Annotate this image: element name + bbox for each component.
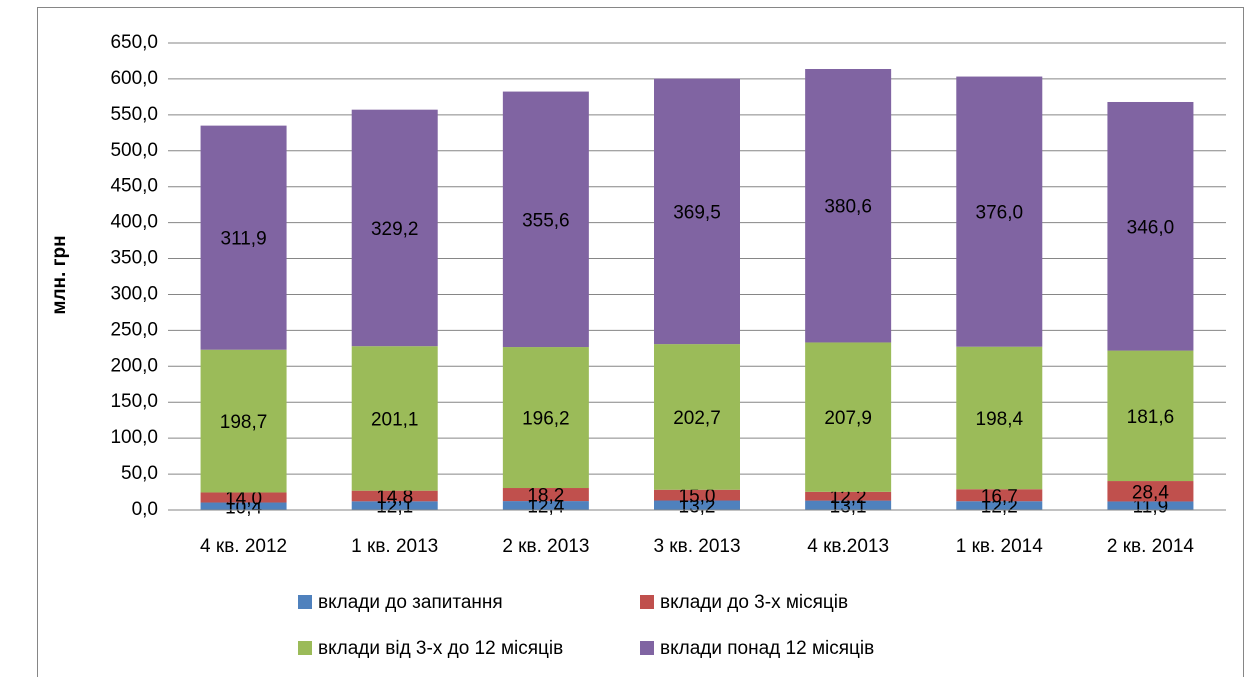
bar-segment (351, 501, 438, 510)
bar-segment (654, 500, 740, 510)
bar-segment (502, 347, 589, 489)
data-label: 355,6 (522, 210, 570, 231)
y-tick-label: 0,0 (132, 499, 158, 520)
legend-label: вклади до запитання (318, 592, 503, 613)
data-label: 198,4 (976, 409, 1024, 430)
data-label: 346,0 (1127, 217, 1175, 238)
bar-segment (956, 76, 1043, 347)
data-label: 13,2 (679, 496, 716, 517)
data-label: 376,0 (976, 203, 1024, 224)
data-label: 380,6 (824, 197, 872, 218)
y-tick-label: 250,0 (110, 319, 158, 340)
data-label: 10,4 (225, 497, 262, 518)
bar-segment (351, 109, 438, 347)
data-label: 18,2 (527, 486, 564, 507)
bar-segment (1107, 350, 1194, 482)
legend-swatch (298, 595, 312, 609)
x-tick-label: 3 кв. 2013 (653, 536, 740, 557)
bar-segment (805, 500, 892, 510)
data-label: 15,0 (679, 486, 716, 507)
bar-segment (200, 492, 287, 503)
bar-segment (654, 344, 740, 490)
data-label: 16,7 (981, 486, 1018, 507)
data-label: 11,9 (1133, 497, 1169, 518)
bar-segment (956, 501, 1043, 510)
bar-segment (502, 501, 589, 510)
x-tick-label: 1 кв. 2013 (351, 536, 438, 557)
legend-label: вклади від 3-х до 12 місяців (318, 638, 563, 659)
data-label: 202,7 (673, 408, 721, 429)
data-label: 12,1 (376, 497, 413, 518)
data-label: 329,2 (371, 219, 419, 240)
x-tick-label: 2 кв. 2013 (502, 536, 589, 557)
bar-segment (502, 488, 589, 502)
bar-segment (805, 491, 892, 501)
data-label: 196,2 (522, 409, 570, 430)
y-axis-label: млн. грн (49, 235, 70, 314)
bar-segment (654, 78, 740, 345)
data-label: 14,0 (225, 489, 262, 510)
bar-segment (805, 342, 892, 492)
y-tick-label: 150,0 (110, 391, 158, 412)
data-label: 14,8 (376, 487, 413, 508)
data-label: 201,1 (371, 409, 419, 430)
data-label: 28,4 (1132, 482, 1169, 503)
bar-segment (200, 125, 287, 350)
bar-segment (200, 349, 287, 493)
y-tick-label: 300,0 (110, 283, 158, 304)
y-tick-label: 550,0 (110, 104, 158, 125)
legend-swatch (298, 641, 312, 655)
y-tick-label: 100,0 (110, 427, 158, 448)
data-label: 369,5 (673, 202, 721, 223)
bar-segment (805, 69, 892, 343)
y-tick-label: 650,0 (110, 32, 158, 53)
data-label: 12,2 (830, 487, 867, 508)
y-tick-label: 400,0 (110, 212, 158, 233)
bar-segment (956, 489, 1043, 502)
bar-segment (351, 346, 438, 491)
bar-segment (200, 502, 287, 510)
y-tick-label: 200,0 (110, 355, 158, 376)
bar-segment (956, 346, 1043, 490)
bar-segment (1107, 481, 1194, 502)
legend-label: вклади до 3-х місяців (660, 592, 848, 613)
x-tick-label: 4 кв. 2012 (200, 536, 287, 557)
data-label: 12,4 (527, 497, 564, 518)
y-tick-label: 600,0 (110, 68, 158, 89)
y-tick-label: 500,0 (110, 140, 158, 161)
legend-swatch (640, 595, 654, 609)
bar-segment (502, 91, 589, 348)
x-tick-label: 1 кв. 2014 (956, 536, 1044, 557)
y-tick-label: 50,0 (121, 463, 158, 484)
bar-segment (1107, 101, 1194, 351)
data-label: 198,7 (220, 412, 268, 433)
bar-segment (351, 490, 438, 502)
x-tick-label: 2 кв. 2014 (1107, 536, 1195, 557)
data-label: 13,1 (830, 496, 867, 517)
x-tick-label: 4 кв.2013 (807, 536, 889, 557)
bar-segment (654, 489, 740, 501)
legend-swatch (640, 641, 654, 655)
legend-label: вклади понад 12 місяців (660, 638, 874, 659)
data-label: 12,2 (981, 497, 1018, 518)
y-tick-label: 450,0 (110, 176, 158, 197)
data-label: 311,9 (221, 229, 267, 250)
chart-frame (37, 7, 1244, 677)
data-label: 207,9 (824, 408, 872, 429)
data-label: 181,6 (1127, 407, 1175, 428)
bar-segment (1107, 501, 1194, 510)
y-tick-label: 350,0 (110, 248, 158, 269)
